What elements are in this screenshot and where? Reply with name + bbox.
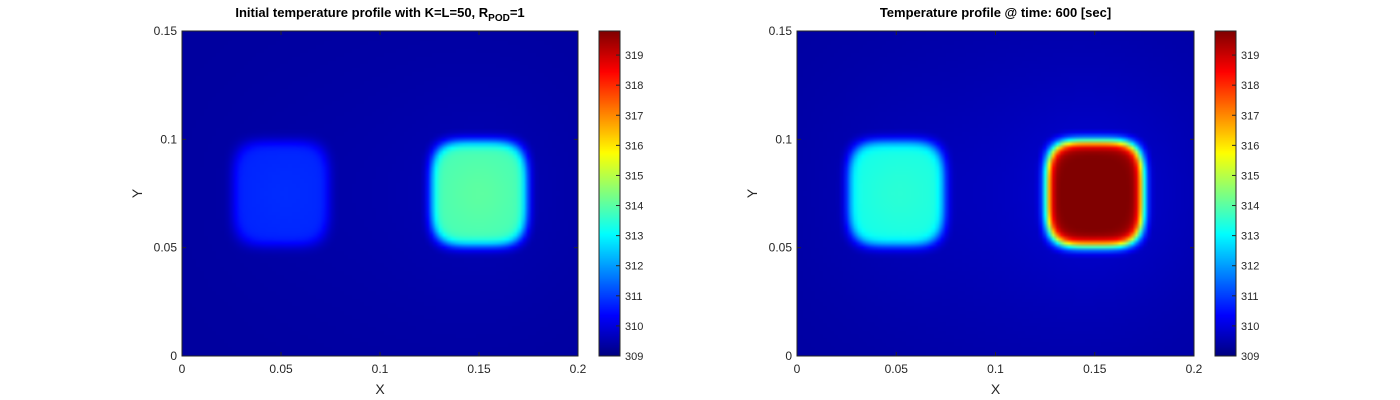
colorbar-tick-label: 314: [625, 201, 643, 213]
colorbar-tick-label: 316: [625, 140, 643, 152]
colorbar-tick-label: 309: [625, 351, 643, 363]
chart-panel-2: 0 0.05 0.1 0.15 0.2 0 0.05 0.1 0.15 X Y Temperature…: [744, 5, 1259, 397]
colorbar-box: [598, 30, 621, 357]
x-tick-label: 0.2: [570, 362, 587, 376]
chart-title-main: Initial temperature profile with K=L=50,…: [235, 5, 488, 20]
x-axis-label: X: [991, 381, 1001, 397]
x-tick-label: 0.2: [1186, 362, 1203, 376]
x-tick-label: 0.1: [987, 362, 1004, 376]
x-tick-label: 0.05: [885, 362, 909, 376]
chart-title: Initial temperature profile with K=L=50,…: [235, 5, 524, 24]
heatmap-surface: [182, 31, 578, 356]
colorbar-tick-label: 315: [625, 170, 643, 182]
colorbar-tick-label: 316: [1241, 140, 1259, 152]
y-tick-label: 0.05: [769, 241, 793, 255]
colorbar-tick-label: 317: [625, 110, 643, 122]
colorbar-tick-label: 313: [1241, 231, 1259, 243]
y-tick-label: 0.15: [769, 24, 793, 38]
colorbar-tick-label: 319: [1241, 50, 1259, 62]
x-tick-label: 0: [179, 362, 186, 376]
x-tick-label: 0: [794, 362, 801, 376]
heatmap-surface: [797, 31, 1194, 356]
x-tick-label: 0.05: [269, 362, 293, 376]
chart-title-subscript: POD: [488, 13, 510, 24]
x-tick-label: 0.15: [467, 362, 491, 376]
colorbar-tick-label: 318: [1241, 80, 1259, 92]
y-tick-label: 0: [785, 349, 792, 363]
colorbar-tick-label: 309: [1241, 351, 1259, 363]
x-tick-label: 0.1: [372, 362, 389, 376]
colorbar-tick-label: 314: [1241, 201, 1259, 213]
colorbar-tick-label: 312: [1241, 261, 1259, 273]
y-tick-label: 0.1: [775, 132, 792, 146]
chart-title: Temperature profile @ time: 600 [sec]: [880, 5, 1111, 20]
colorbar: [1215, 31, 1236, 356]
colorbar-box: [1214, 30, 1237, 357]
y-axis-label: Y: [129, 188, 145, 198]
colorbar-tick-label: 312: [625, 261, 643, 273]
colorbar-tick-label: 317: [1241, 110, 1259, 122]
colorbar-tick-label: 319: [625, 50, 643, 62]
colorbar-tick-label: 311: [1241, 291, 1259, 303]
y-tick-label: 0.1: [160, 132, 177, 146]
colorbar-tick-label: 313: [625, 231, 643, 243]
colorbar-tick-label: 318: [625, 80, 643, 92]
y-axis-label: Y: [744, 188, 760, 198]
colorbar-tick-label: 315: [1241, 170, 1259, 182]
colorbar-tick-label: 311: [625, 291, 643, 303]
chart-panel-1: 0 0.05 0.1 0.15 0.2 0 0.05 0.1 0.15 X Y Initial tem…: [129, 5, 643, 397]
colorbar-tick-label: 310: [1241, 321, 1259, 333]
colorbar-tick-label: 310: [625, 321, 643, 333]
colorbar: [599, 31, 620, 356]
x-tick-label: 0.15: [1083, 362, 1107, 376]
chart-title-main: Temperature profile @ time: 600 [sec]: [880, 5, 1111, 20]
y-tick-label: 0.15: [154, 24, 178, 38]
y-tick-label: 0.05: [154, 241, 178, 255]
y-tick-label: 0: [170, 349, 177, 363]
chart-title-tail: =1: [510, 5, 525, 20]
x-axis-label: X: [375, 381, 385, 397]
